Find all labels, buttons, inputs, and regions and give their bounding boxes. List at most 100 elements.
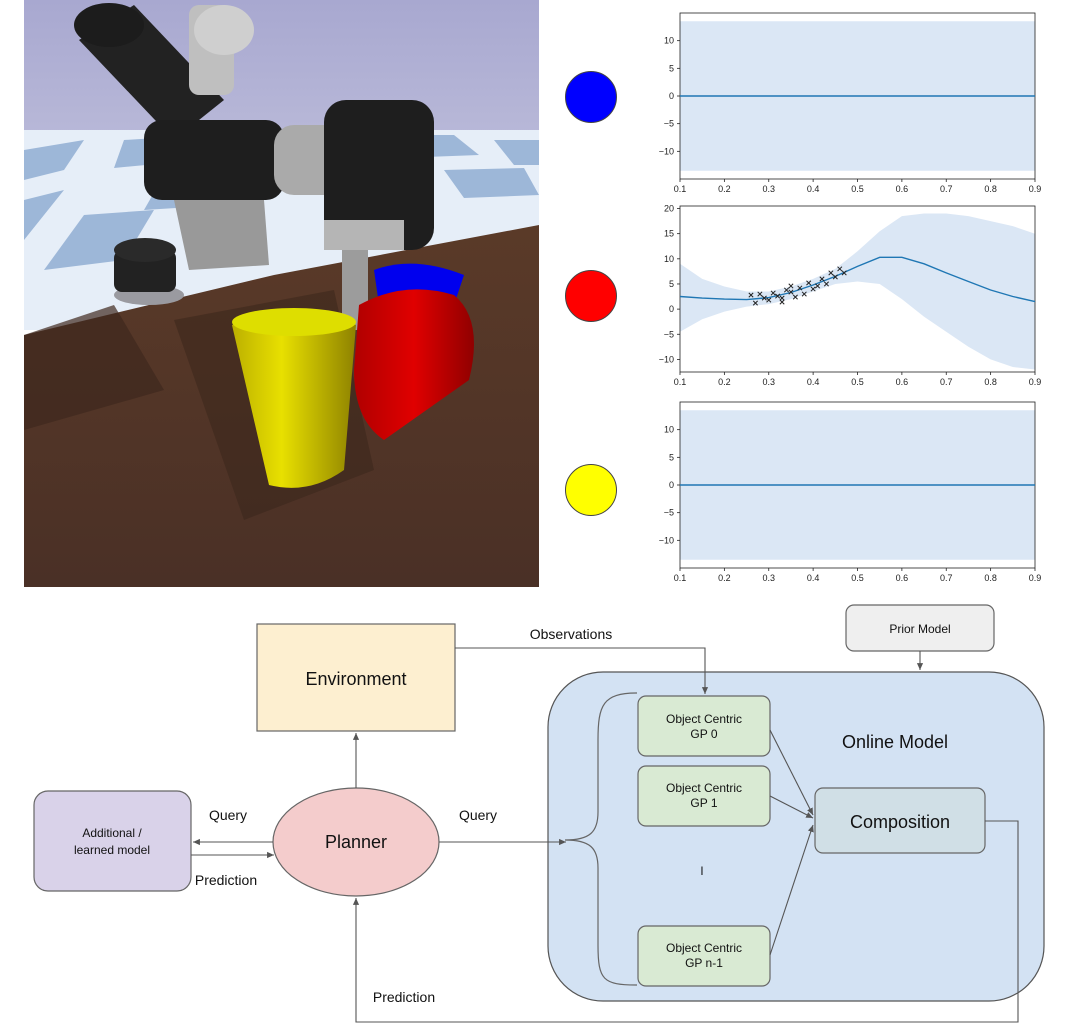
blue-object-marker (565, 71, 617, 123)
x-tick-label: 0.7 (940, 573, 953, 583)
observation-point (757, 291, 763, 297)
prior-model-label: Prior Model (889, 622, 950, 636)
y-tick-label: 20 (664, 204, 674, 214)
x-tick-label: 0.8 (984, 184, 997, 194)
y-tick-label: −10 (659, 535, 674, 545)
yellow-object-marker (565, 464, 617, 516)
x-tick-label: 0.9 (1029, 377, 1042, 387)
y-tick-label: 0 (669, 304, 674, 314)
observation-point (806, 280, 812, 286)
y-tick-label: 10 (664, 254, 674, 264)
gp1-to-composition-edge (769, 795, 814, 819)
x-tick-label: 0.4 (807, 184, 820, 194)
y-tick-label: 10 (664, 425, 674, 435)
x-tick-label: 0.5 (851, 573, 864, 583)
mean-line (679, 256, 1036, 303)
gp-plot-blue: 0.1 0.2 0.3 0.4 0.5 0.6 0.7 0.8 0.9 10 5 0 −5 −10 (659, 12, 1042, 194)
y-tick-label: −5 (664, 119, 674, 129)
x-tick-label: 0.7 (940, 184, 953, 194)
x-tick-label: 0.2 (718, 377, 731, 387)
y-tick-label: −5 (664, 329, 674, 339)
observation-point (832, 274, 838, 280)
observation-point (761, 295, 767, 301)
gp-ellipsis: l (701, 864, 704, 878)
environment-box (256, 623, 456, 732)
x-tick-label: 0.3 (762, 184, 775, 194)
gp-1-label-line2: GP 1 (690, 796, 717, 810)
observation-point (779, 299, 785, 305)
x-tick-label: 0.1 (674, 184, 687, 194)
confidence-band (680, 213, 1035, 370)
gp-n-label-line1: Object Centric (666, 941, 742, 955)
online-model-label: Online Model (842, 732, 948, 752)
observation-point (815, 283, 821, 289)
y-tick-label: 5 (669, 452, 674, 462)
gp-0-box (637, 695, 771, 757)
x-tick-label: 0.4 (807, 377, 820, 387)
x-tick-label: 0.6 (896, 377, 909, 387)
query-right-label: Query (459, 807, 497, 823)
gp-0-label-line1: Object Centric (666, 712, 742, 726)
x-tick-label: 0.8 (984, 573, 997, 583)
additional-model-line2: learned model (74, 843, 150, 857)
observation-point (792, 294, 798, 300)
y-tick-label: 0 (669, 480, 674, 490)
observation-point (770, 290, 776, 296)
y-tick-label: 5 (669, 63, 674, 73)
observation-point (823, 281, 829, 287)
gp-0-label-line2: GP 0 (690, 727, 717, 741)
x-tick-label: 0.3 (762, 573, 775, 583)
observations-label: Observations (530, 626, 612, 642)
gpn-to-composition-edge (769, 824, 814, 956)
gp-plot-red: 0.1 0.2 0.3 0.4 0.5 0.6 0.7 0.8 0.9 20 15 10 5 0 −5 −10 (659, 204, 1042, 387)
observation-point (801, 291, 807, 297)
x-tick-label: 0.9 (1029, 573, 1042, 583)
composition-label: Composition (850, 812, 950, 832)
gp-n-box (637, 925, 771, 987)
observation-point (810, 286, 816, 292)
y-tick-label: 10 (664, 36, 674, 46)
observation-point (828, 270, 834, 276)
observation-point (841, 270, 847, 276)
y-tick-label: 0 (669, 91, 674, 101)
observation-point (819, 276, 825, 282)
x-tick-label: 0.6 (896, 573, 909, 583)
gp-n-label-line2: GP n-1 (685, 956, 723, 970)
observation-point (837, 266, 843, 272)
observation-point (748, 292, 754, 298)
y-tick-label: −5 (664, 508, 674, 518)
gp-1-label-line1: Object Centric (666, 781, 742, 795)
prediction-bottom-edge (352, 820, 1019, 1023)
robot-scene-image (24, 0, 539, 587)
observation-point (788, 283, 794, 289)
query-left-label: Query (209, 807, 247, 823)
svg-text:Additional /learned model: Additional / learned model (74, 826, 150, 857)
x-tick-label: 0.3 (762, 377, 775, 387)
y-tick-label: −10 (659, 354, 674, 364)
observation-point (752, 300, 758, 306)
observations-edge (455, 647, 709, 694)
environment-label: Environment (305, 669, 406, 689)
x-tick-label: 0.2 (718, 184, 731, 194)
x-tick-label: 0.8 (984, 377, 997, 387)
additional-model-box (33, 790, 192, 892)
x-tick-label: 0.7 (940, 377, 953, 387)
observation-point (797, 285, 803, 291)
x-tick-label: 0.1 (674, 573, 687, 583)
observation-point (766, 297, 772, 303)
y-tick-label: −10 (659, 146, 674, 156)
red-object-marker (565, 270, 617, 322)
x-tick-label: 0.1 (674, 377, 687, 387)
prediction-left-label: Prediction (195, 872, 257, 888)
x-tick-label: 0.5 (851, 377, 864, 387)
observation-point (788, 289, 794, 295)
x-tick-label: 0.9 (1029, 184, 1042, 194)
x-tick-label: 0.2 (718, 573, 731, 583)
x-tick-label: 0.5 (851, 184, 864, 194)
observation-point (775, 293, 781, 299)
additional-model-line1: Additional / (82, 826, 142, 840)
system-diagram: Online Model Environment Prior Model Obj… (33, 604, 1045, 1023)
